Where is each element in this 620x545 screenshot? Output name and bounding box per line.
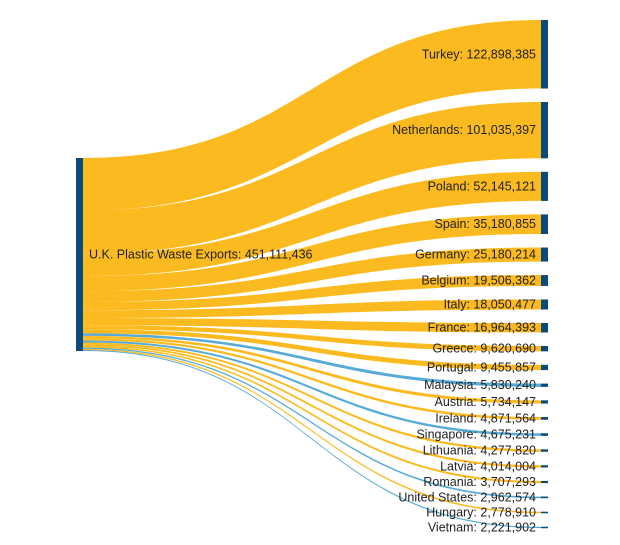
link-spain <box>83 214 541 292</box>
node-ireland <box>541 417 548 420</box>
label-vietnam: Vietnam: 2,221,902 <box>428 520 536 534</box>
node-italy <box>541 299 548 310</box>
label-malaysia: Malaysia: 5,830,240 <box>424 378 536 392</box>
link-hungary <box>83 348 541 514</box>
link-greece <box>83 325 541 352</box>
node-austria <box>541 400 548 404</box>
link-france <box>83 318 541 333</box>
label-greece: Greece: 9,620,690 <box>432 342 536 356</box>
link-romania <box>83 346 541 484</box>
link-germany <box>83 247 541 302</box>
label-united-states: United States: 2,962,574 <box>398 490 536 504</box>
sankey-labels: Turkey: 122,898,385 Netherlands: 101,035,… <box>89 47 536 534</box>
label-latvia: Latvia: 4,014,004 <box>440 459 536 473</box>
node-malaysia <box>541 383 548 387</box>
link-vietnam <box>83 350 541 528</box>
node-netherlands <box>541 102 548 159</box>
node-united-states <box>541 496 548 499</box>
link-italy <box>83 299 541 319</box>
node-source <box>76 158 83 351</box>
node-portugal <box>541 364 548 371</box>
label-singapore: Singapore: 4,675,231 <box>416 428 536 442</box>
label-france: France: 16,964,393 <box>428 321 536 335</box>
link-latvia <box>83 344 541 468</box>
link-united-states <box>83 347 541 499</box>
node-belgium <box>541 275 548 286</box>
node-poland <box>541 171 548 201</box>
label-poland: Poland: 52,145,121 <box>428 179 536 193</box>
label-italy: Italy: 18,050,477 <box>444 297 536 311</box>
label-austria: Austria: 5,734,147 <box>435 395 537 409</box>
node-latvia <box>541 465 548 468</box>
node-spain <box>541 214 548 235</box>
link-netherlands <box>83 102 541 254</box>
label-lithuania: Lithuania: 4,277,820 <box>423 444 536 458</box>
link-austria <box>83 335 541 404</box>
label-hungary: Hungary: 2,778,910 <box>426 505 536 519</box>
link-ireland <box>83 338 541 420</box>
node-romania <box>541 480 548 484</box>
label-turkey: Turkey: 122,898,385 <box>422 47 536 61</box>
node-turkey <box>541 20 548 89</box>
node-france <box>541 323 548 333</box>
node-lithuania <box>541 449 548 452</box>
node-vietnam <box>541 526 548 529</box>
link-lithuania <box>83 342 541 452</box>
sankey-nodes <box>76 20 548 529</box>
label-spain: Spain: 35,180,855 <box>435 217 537 231</box>
sankey-links <box>83 20 541 528</box>
link-singapore <box>83 340 541 436</box>
node-singapore <box>541 433 548 436</box>
label-romania: Romania: 3,707,293 <box>423 475 536 489</box>
node-germany <box>541 247 548 262</box>
label-netherlands: Netherlands: 101,035,397 <box>392 123 536 137</box>
link-turkey <box>83 20 541 211</box>
link-poland <box>83 171 541 277</box>
node-greece <box>541 345 548 352</box>
label-ireland: Ireland: 4,871,564 <box>435 411 536 425</box>
node-hungary <box>541 511 548 514</box>
label-belgium: Belgium: 19,506,362 <box>421 274 536 288</box>
label-portugal: Portugal: 9,455,857 <box>427 360 536 374</box>
link-belgium <box>83 275 541 311</box>
link-portugal <box>83 329 541 371</box>
label-source: U.K. Plastic Waste Exports: 451,111,436 <box>89 248 313 262</box>
label-germany: Germany: 25,180,214 <box>415 248 536 262</box>
link-malaysia <box>83 333 541 387</box>
